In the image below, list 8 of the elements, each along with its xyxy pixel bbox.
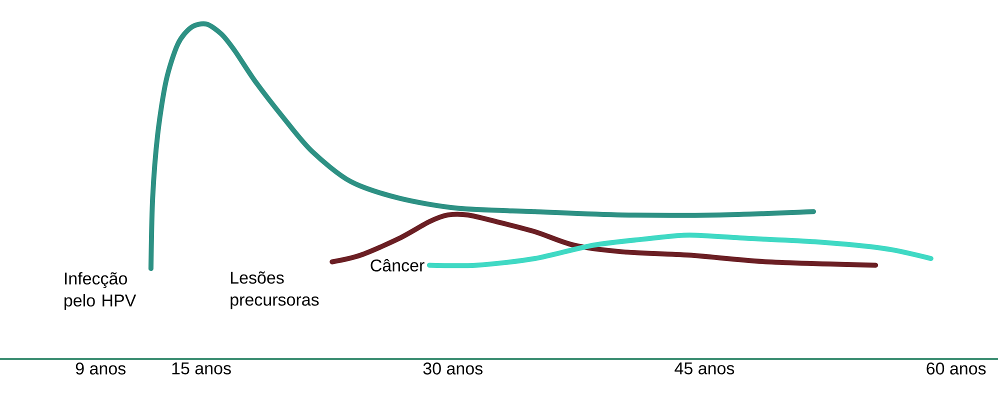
series-label: Câncer [370,258,424,272]
x-tick-label: 45 anos [674,362,734,374]
x-tick-label: 60 anos [926,362,986,375]
x-tick-label: 30 anos [423,362,483,375]
series-label: Infecção pelo HPV [64,272,136,310]
x-tick-label: 9 anos [76,362,126,375]
series-label: Lesões precursoras [230,271,319,310]
x-tick-label: 15 anos [172,362,231,374]
